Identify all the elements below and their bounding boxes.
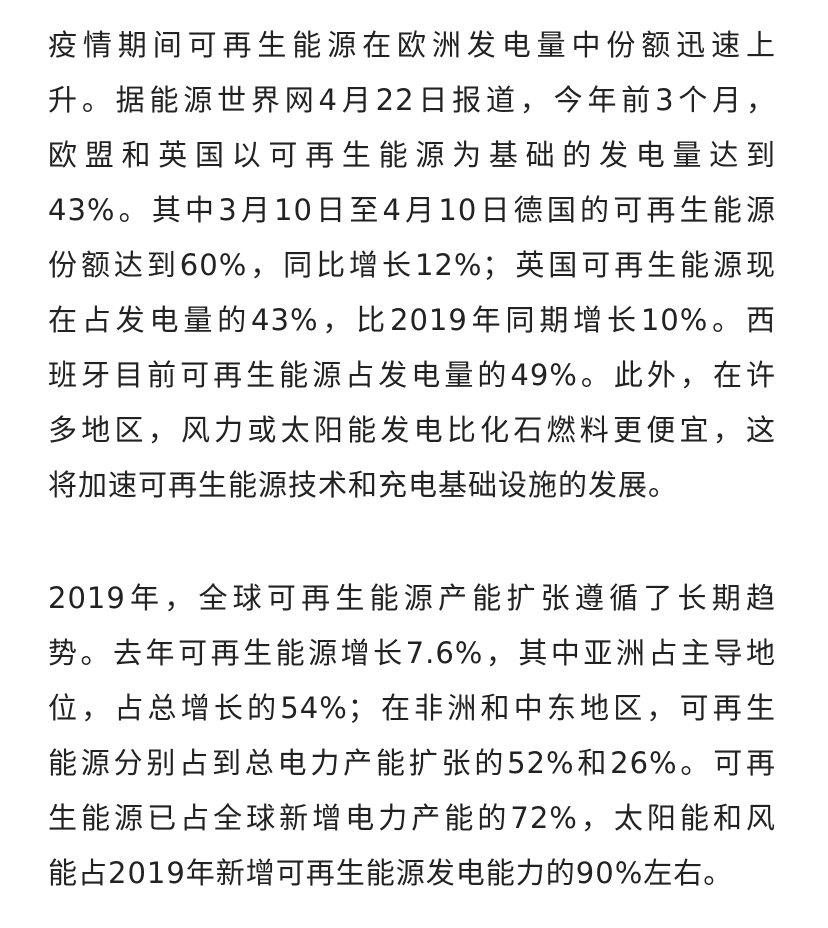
text-line: 将加速可再生能源技术和充电基础设施的发展。: [48, 468, 679, 502]
text-line: 43%。其中3月10日至4月10日德国的可再生能源: [48, 193, 776, 227]
text-line: 多地区，风力或太阳能发电比化石燃料更便宜，这: [48, 413, 776, 447]
text-line: 2019年，全球可再生能源产能扩张遵循了长期趋: [48, 581, 776, 615]
text-line: 份额达到60%，同比增长12%；英国可再生能源现: [48, 248, 776, 282]
text-line: 疫情期间可再生能源在欧洲发电量中份额迅速上: [48, 28, 776, 62]
text-line: 在占发电量的43%，比2019年同期增长10%。西: [48, 303, 776, 337]
text-line: 班牙目前可再生能源占发电量的49%。此外，在许: [48, 358, 776, 392]
paragraph-2: 2019年，全球可再生能源产能扩张遵循了长期趋 势。去年可再生能源增长7.6%，其…: [48, 571, 776, 901]
text-line: 势。去年可再生能源增长7.6%，其中亚洲占主导地: [48, 636, 776, 670]
text-line: 升。据能源世界网4月22日报道，今年前3个月，: [48, 83, 776, 117]
text-line: 位，占总增长的54%；在非洲和中东地区，可再生: [48, 691, 776, 725]
paragraph-1: 疫情期间可再生能源在欧洲发电量中份额迅速上 升。据能源世界网4月22日报道，今年前…: [48, 18, 776, 513]
text-line: 欧盟和英国以可再生能源为基础的发电量达到: [48, 138, 776, 172]
text-line: 能源分别占到总电力产能扩张的52%和26%。可再: [48, 746, 776, 780]
text-line: 能占2019年新增可再生能源发电能力的90%左右。: [48, 856, 734, 890]
text-line: 生能源已占全球新增电力产能的72%，太阳能和风: [48, 801, 776, 835]
